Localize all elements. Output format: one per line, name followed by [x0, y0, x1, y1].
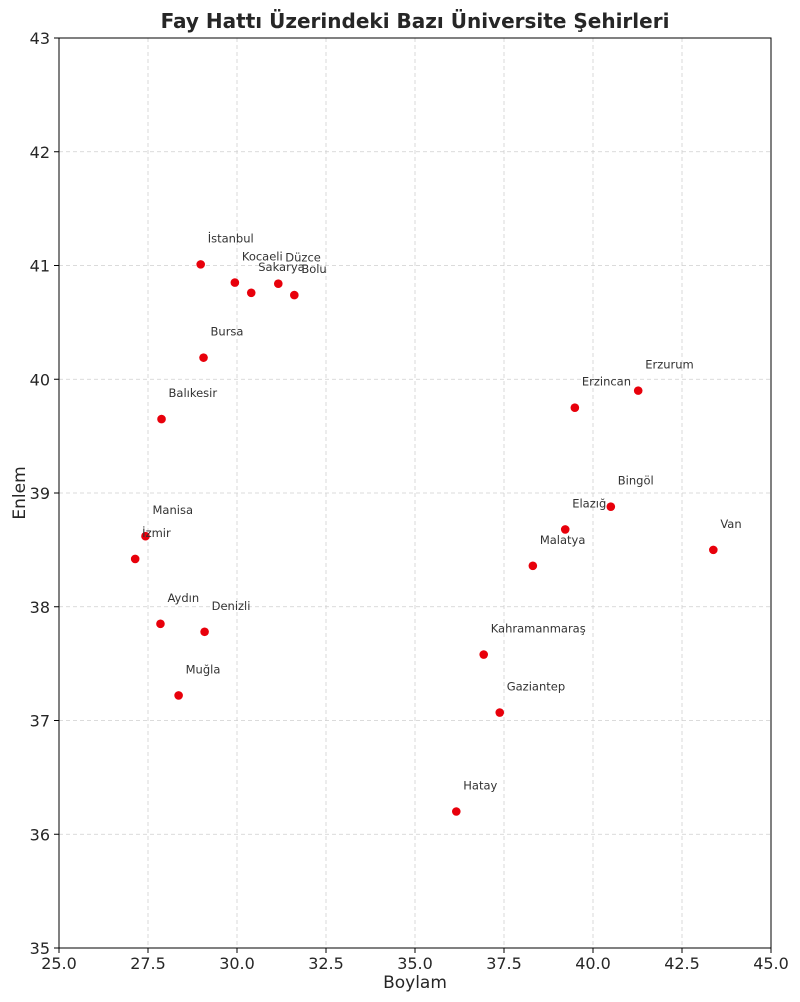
point-label: Malatya — [540, 533, 586, 547]
data-point — [141, 531, 150, 541]
data-point — [479, 650, 489, 659]
data-point — [196, 260, 205, 269]
data-point — [451, 807, 461, 816]
data-point — [230, 278, 240, 287]
point-label: Sakarya — [258, 260, 304, 274]
axis-ticks: 25.0 27.5 30.0 32.5 35.0 37.5 40.0 42.5 45.0 35 36… — [30, 29, 789, 973]
point-label: Muğla — [186, 662, 221, 676]
y-axis-label: Enlem — [10, 466, 30, 519]
point-label: Erzurum — [645, 358, 694, 372]
x-tick-label: 42.5 — [664, 954, 700, 973]
point-label: Bolu — [301, 262, 326, 276]
x-tick-label: 45.0 — [753, 954, 789, 973]
y-tick-label: 41 — [30, 257, 50, 276]
data-point — [174, 691, 183, 700]
data-point — [130, 554, 140, 564]
point-label: Manisa — [153, 503, 194, 517]
point-label: Aydın — [167, 591, 199, 605]
x-tick-label: 35.0 — [397, 954, 433, 973]
data-point — [570, 403, 580, 412]
data-point — [290, 290, 299, 300]
point-label: Bursa — [211, 325, 244, 339]
x-tick-label: 27.5 — [130, 954, 166, 973]
y-tick-label: 35 — [30, 939, 50, 958]
data-point — [199, 353, 208, 362]
point-label: Düzce — [285, 251, 321, 265]
plot-area-frame — [58, 37, 772, 949]
point-label: Erzincan — [582, 375, 631, 389]
point-label: Kahramanmaraş — [491, 622, 586, 636]
x-axis-label: Boylam — [383, 973, 447, 993]
point-label: Balıkesir — [169, 386, 218, 400]
x-tick-label: 32.5 — [308, 954, 344, 973]
data-point — [528, 561, 538, 571]
y-tick-label: 39 — [30, 484, 50, 503]
point-label: İzmir — [142, 525, 171, 540]
point-label: Bingöl — [618, 474, 654, 488]
data-point — [246, 288, 256, 298]
grid-lines — [58, 37, 772, 949]
data-point — [495, 708, 505, 717]
x-tick-label: 40.0 — [575, 954, 611, 973]
data-point — [157, 414, 166, 424]
data-point — [273, 279, 283, 289]
data-point — [606, 502, 616, 511]
x-tick-label: 37.5 — [486, 954, 522, 973]
chart-title: Fay Hattı Üzerindeki Bazı Üniversite Şeh… — [161, 9, 670, 33]
point-label: Kocaeli — [242, 250, 283, 264]
y-tick-label: 37 — [30, 712, 50, 731]
data-point — [156, 619, 165, 629]
y-tick-label: 42 — [30, 143, 50, 162]
y-tick-label: 43 — [30, 29, 50, 48]
point-label: İstanbul — [208, 230, 254, 245]
data-point — [709, 545, 718, 555]
data-points — [130, 260, 718, 816]
data-point — [560, 525, 570, 534]
point-label: Denizli — [212, 599, 251, 613]
y-tick-label: 40 — [30, 370, 50, 389]
point-label: Hatay — [463, 779, 497, 793]
point-label: Gaziantep — [507, 680, 565, 694]
point-label: Van — [720, 517, 741, 531]
y-tick-label: 38 — [30, 598, 50, 617]
point-label: Elazığ — [572, 496, 606, 510]
x-tick-label: 25.0 — [41, 954, 77, 973]
x-tick-label: 30.0 — [219, 954, 255, 973]
data-point — [633, 386, 643, 395]
data-point — [200, 627, 209, 637]
y-tick-label: 36 — [30, 825, 50, 844]
